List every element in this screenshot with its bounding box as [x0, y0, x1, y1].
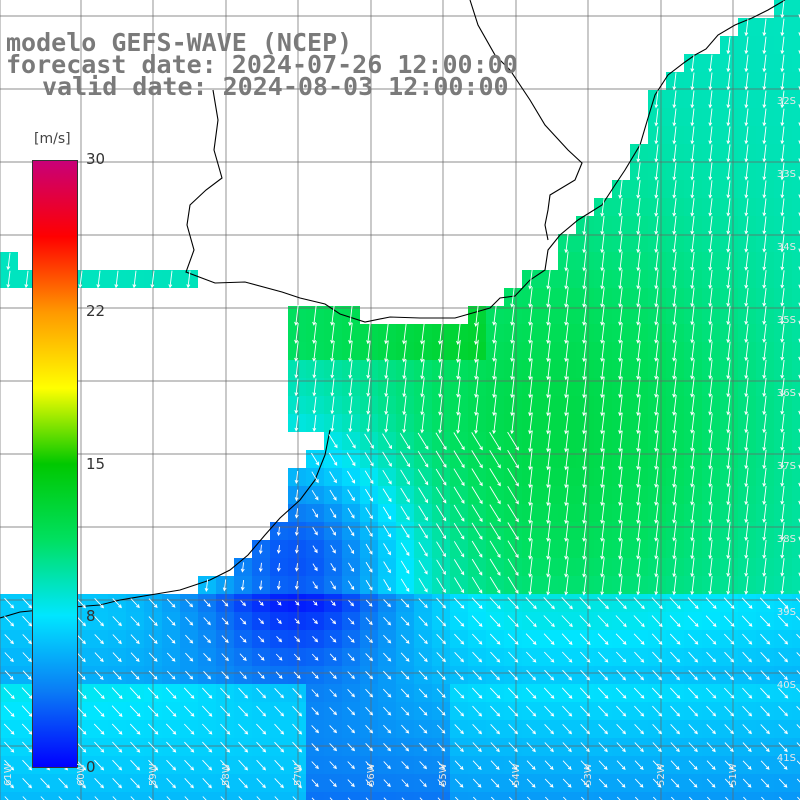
- latitude-label: 39S: [777, 607, 796, 618]
- wind-speed-cell: [486, 792, 504, 800]
- wind-speed-cell: [270, 792, 288, 800]
- longitude-label: 59W: [148, 763, 159, 786]
- latitude-label: 41S: [777, 753, 796, 764]
- colorbar-tick-15: 15: [86, 455, 105, 473]
- wind-speed-cell: [684, 792, 702, 800]
- wind-speed-cell: [18, 792, 36, 800]
- colorbar-tick-0: 0: [86, 758, 96, 776]
- latitude-label: 35S: [777, 315, 796, 326]
- longitude-label: 52W: [656, 763, 667, 786]
- longitude-label: 57W: [293, 763, 304, 786]
- wind-speed-cell: [558, 792, 576, 800]
- latitude-label: 37S: [777, 461, 796, 472]
- wind-speed-cell: [360, 792, 378, 800]
- latitude-label: 38S: [777, 534, 796, 545]
- coastline-inner: [470, 0, 582, 240]
- latitude-label: 34S: [777, 242, 796, 253]
- wind-speed-cell: [720, 792, 738, 800]
- wind-speed-cell: [306, 792, 324, 800]
- wind-speed-cell: [0, 792, 18, 800]
- longitude-label: 51W: [728, 763, 739, 786]
- wind-speed-cell: [522, 792, 540, 800]
- wind-speed-cell: [108, 792, 126, 800]
- colorbar: [32, 160, 78, 768]
- longitude-label: 61W: [3, 763, 14, 786]
- wind-speed-cell: [666, 792, 684, 800]
- wind-speed-cell: [504, 792, 522, 800]
- wind-speed-cell: [162, 792, 180, 800]
- wind-speed-cell: [180, 792, 198, 800]
- latitude-label: 36S: [777, 388, 796, 399]
- wind-speed-cell: [234, 792, 252, 800]
- wind-speed-cell: [396, 792, 414, 800]
- wind-speed-cell: [792, 774, 800, 792]
- wind-speed-cell: [738, 792, 756, 800]
- wind-speed-cell: [792, 720, 800, 738]
- colorbar-unit: [m/s]: [34, 131, 71, 147]
- wind-speed-cell: [252, 792, 270, 800]
- longitude-label: 58W: [221, 763, 232, 786]
- wind-speed-cell: [378, 792, 396, 800]
- wind-speed-cell: [288, 792, 306, 800]
- wind-speed-cell: [216, 792, 234, 800]
- longitude-label: 60W: [76, 763, 87, 786]
- wind-speed-cell: [414, 792, 432, 800]
- valid-date: valid date: 2024-08-03 12:00:00: [42, 74, 509, 99]
- longitude-label: 56W: [366, 763, 377, 786]
- colorbar-tick-8: 8: [86, 607, 96, 625]
- wind-speed-cell: [450, 792, 468, 800]
- wind-speed-cell: [792, 648, 800, 666]
- longitude-label: 55W: [438, 763, 449, 786]
- wind-speed-cell: [792, 630, 800, 648]
- latitude-label: 33S: [777, 169, 796, 180]
- colorbar-tick-22: 22: [86, 302, 105, 320]
- wind-speed-cell: [324, 792, 342, 800]
- wind-speed-cell: [702, 792, 720, 800]
- wind-speed-cell: [792, 702, 800, 720]
- wind-speed-cell: [432, 792, 450, 800]
- wind-speed-cell: [36, 792, 54, 800]
- latitude-label: 32S: [777, 96, 796, 107]
- wind-speed-cell: [612, 792, 630, 800]
- latitude-label: 40S: [777, 680, 796, 691]
- wind-speed-cell: [468, 792, 486, 800]
- wind-speed-cell: [342, 792, 360, 800]
- wind-speed-cell: [540, 792, 558, 800]
- wind-speed-cell: [630, 792, 648, 800]
- wind-speed-cell: [126, 792, 144, 800]
- wind-speed-cell: [756, 792, 774, 800]
- wind-speed-cell: [594, 792, 612, 800]
- wind-speed-cell: [774, 792, 792, 800]
- wind-speed-cell: [576, 792, 594, 800]
- wind-speed-cell: [90, 792, 108, 800]
- wind-speed-cell: [198, 792, 216, 800]
- wind-speed-cell: [648, 792, 666, 800]
- colorbar-tick-30: 30: [86, 150, 105, 168]
- longitude-label: 54W: [511, 763, 522, 786]
- wind-speed-cell: [54, 792, 72, 800]
- longitude-label: 53W: [583, 763, 594, 786]
